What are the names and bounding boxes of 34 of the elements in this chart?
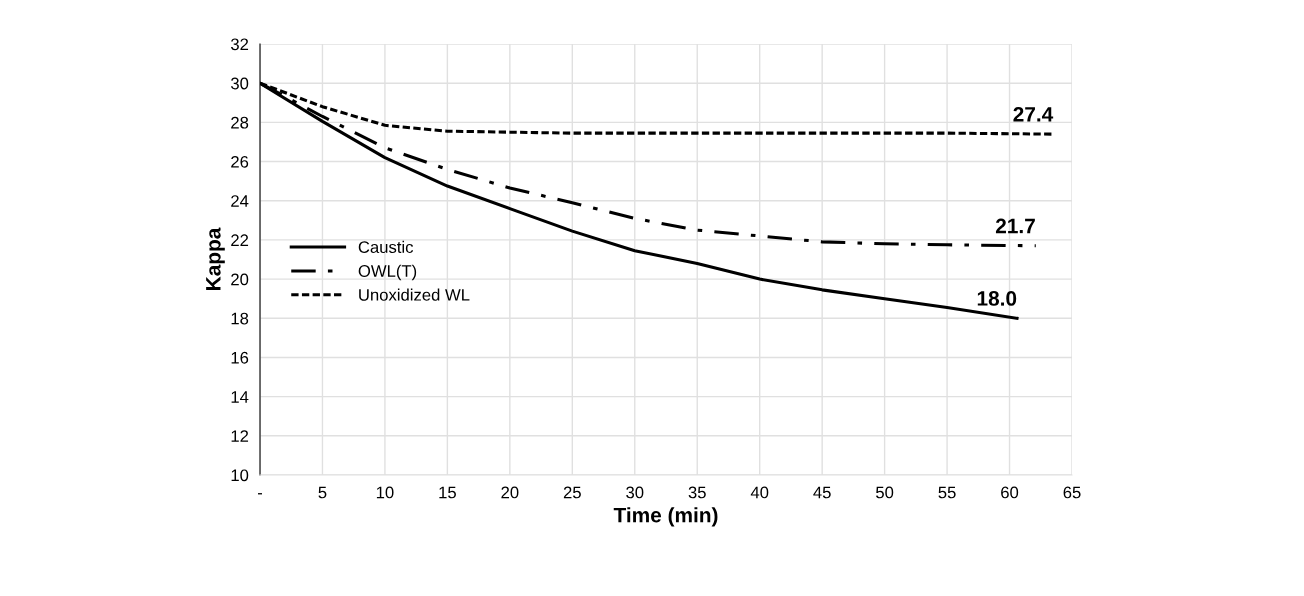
y-tick-label: 10 <box>231 469 249 482</box>
y-tick-label: 22 <box>231 234 249 246</box>
x-tick-label: 40 <box>750 486 769 499</box>
x-tick-label: - <box>257 493 263 495</box>
x-tick-label: 65 <box>1063 486 1081 499</box>
y-tick-label: 12 <box>231 430 249 442</box>
annotation: 27.4 <box>1013 106 1054 122</box>
x-tick-label: 25 <box>563 486 581 499</box>
x-tick-label: 55 <box>938 486 956 499</box>
x-tick-label: 10 <box>376 486 394 499</box>
y-tick-label: 14 <box>231 391 249 403</box>
y-tick-label: 32 <box>230 38 249 51</box>
y-tick-label: 30 <box>230 77 249 90</box>
y-tick-label: 16 <box>231 351 249 364</box>
y-tick-label: 18 <box>231 312 249 325</box>
x-tick-label: 35 <box>688 486 706 499</box>
annotation: 18.0 <box>977 291 1017 306</box>
y-tick-label: 28 <box>231 116 249 129</box>
x-tick-label: 30 <box>626 486 644 499</box>
x-tick-label: 20 <box>501 486 519 499</box>
x-tick-label: 60 <box>1001 486 1019 499</box>
annotation: 21.7 <box>995 218 1035 234</box>
legend-label: OWL(T) <box>358 264 417 281</box>
x-axis-title: Time (min) <box>613 507 718 527</box>
x-tick-label: 5 <box>318 486 327 499</box>
y-tick-label: 20 <box>231 273 249 286</box>
legend-label: Caustic <box>358 240 414 254</box>
x-tick-label: 50 <box>876 486 894 499</box>
x-tick-label: 15 <box>439 486 456 499</box>
legend-label: Unoxidized WL <box>359 288 470 301</box>
y-tick-label: 26 <box>231 155 249 168</box>
y-axis-title: Kappa <box>206 227 225 290</box>
y-tick-label: 24 <box>231 195 249 207</box>
x-tick-label: 45 <box>813 486 831 499</box>
